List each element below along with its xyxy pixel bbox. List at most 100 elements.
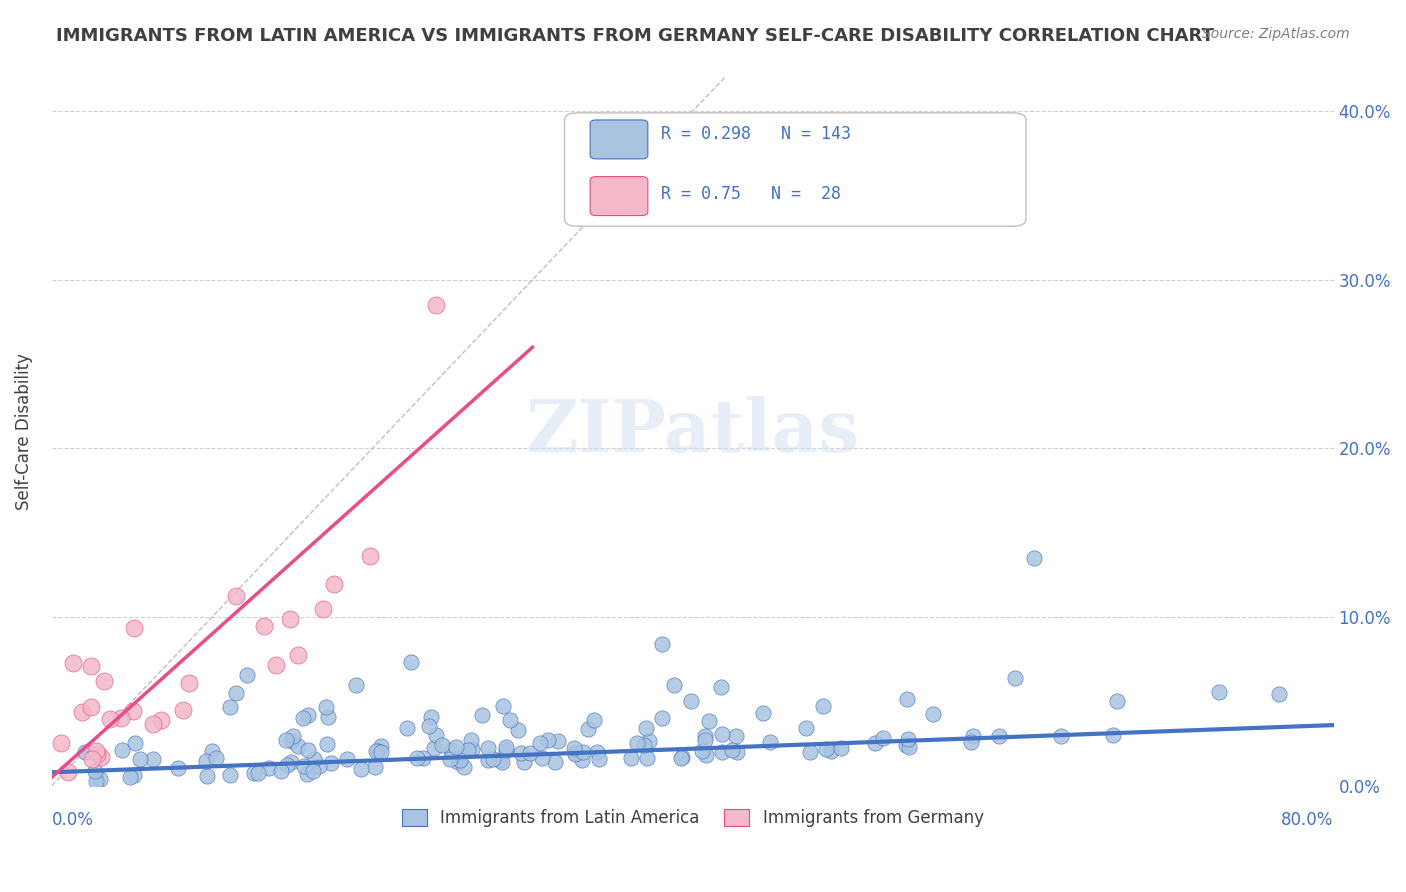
Point [638, 734, 661, 748]
Point [671, 749, 693, 764]
Point [172, 703, 194, 717]
Point [620, 751, 643, 765]
Point [86, 747, 108, 761]
Point [650, 711, 672, 725]
Point [276, 758, 298, 772]
Point [513, 755, 536, 769]
Point [446, 739, 468, 754]
Point [633, 738, 655, 752]
Point [395, 721, 418, 735]
Text: 0.0%: 0.0% [52, 811, 94, 829]
Point [697, 714, 720, 728]
Point [1268, 687, 1291, 701]
Point [830, 741, 852, 756]
Point [425, 298, 447, 312]
Point [418, 719, 440, 733]
Point [679, 694, 702, 708]
Point [195, 754, 218, 768]
Point [274, 732, 297, 747]
Point [124, 736, 146, 750]
Point [495, 739, 517, 754]
Point [896, 692, 918, 706]
Point [582, 714, 605, 728]
Point [959, 735, 981, 749]
Point [921, 707, 943, 722]
Point [588, 751, 610, 765]
Point [751, 706, 773, 720]
Point [122, 704, 145, 718]
Point [662, 678, 685, 692]
Point [626, 736, 648, 750]
Point [547, 734, 569, 748]
Point [425, 728, 447, 742]
Point [218, 768, 240, 782]
Point [453, 760, 475, 774]
Point [336, 752, 359, 766]
Point [120, 770, 142, 784]
Point [422, 741, 444, 756]
Point [253, 619, 276, 633]
Point [811, 698, 834, 713]
Point [370, 739, 392, 753]
Point [1004, 671, 1026, 685]
Point [585, 745, 607, 759]
Point [537, 733, 560, 747]
Point [962, 729, 984, 743]
Point [84, 743, 107, 757]
Point [695, 747, 717, 762]
Point [815, 742, 838, 756]
Point [321, 756, 343, 770]
Point [56, 764, 79, 779]
Point [897, 731, 920, 746]
Point [725, 745, 748, 759]
Point [562, 741, 585, 756]
Point [710, 680, 733, 694]
Point [364, 760, 387, 774]
Point [89, 772, 111, 787]
Point [897, 739, 920, 754]
Point [477, 753, 499, 767]
Point [820, 744, 842, 758]
Point [122, 768, 145, 782]
Point [308, 759, 330, 773]
Point [406, 750, 429, 764]
Point [225, 589, 247, 603]
Point [323, 576, 346, 591]
Point [1102, 727, 1125, 741]
Point [477, 741, 499, 756]
Legend: Immigrants from Latin America, Immigrants from Germany: Immigrants from Latin America, Immigrant… [395, 803, 990, 834]
Point [724, 729, 747, 743]
Point [863, 736, 886, 750]
Point [62, 656, 84, 670]
Point [564, 747, 586, 761]
Point [634, 721, 657, 735]
Point [460, 733, 482, 747]
Point [489, 753, 512, 767]
Point [495, 743, 517, 757]
Point [367, 744, 389, 758]
Point [1022, 551, 1045, 566]
Point [281, 734, 304, 748]
Point [72, 705, 94, 719]
Point [197, 769, 219, 783]
Point [316, 709, 339, 723]
Point [287, 648, 309, 662]
Point [315, 737, 337, 751]
Text: ZIPatlas: ZIPatlas [526, 396, 859, 467]
Point [759, 735, 782, 749]
Y-axis label: Self-Care Disability: Self-Care Disability [15, 353, 32, 510]
Point [710, 745, 733, 759]
Point [280, 755, 302, 769]
Point [896, 739, 918, 753]
Point [430, 738, 453, 752]
Point [90, 750, 112, 764]
Point [80, 658, 103, 673]
Point [690, 744, 713, 758]
FancyBboxPatch shape [591, 177, 648, 216]
Point [576, 722, 599, 736]
Point [447, 755, 470, 769]
Point [84, 774, 107, 789]
Point [80, 752, 103, 766]
Point [571, 745, 593, 759]
Point [510, 746, 533, 760]
